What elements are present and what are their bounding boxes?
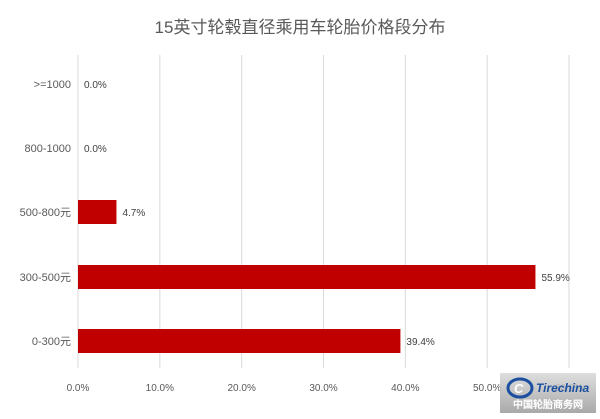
- chart-title: 15英寸轮毂直径乘用车轮胎价格段分布: [155, 18, 446, 37]
- x-tick-label: 40.0%: [391, 383, 419, 394]
- x-tick-label: 10.0%: [146, 383, 174, 394]
- bar: [78, 265, 536, 289]
- data-label: 0.0%: [84, 144, 107, 155]
- data-labels: 0.0% 0.0% 4.7% 55.9% 39.4%: [84, 80, 570, 348]
- y-category-label: 300-500元: [20, 272, 71, 284]
- watermark-logo: C Tirechina 中国轮胎商务网: [500, 373, 596, 413]
- x-tick-label: 20.0%: [227, 383, 255, 394]
- data-label: 39.4%: [406, 337, 434, 348]
- y-category-label: 500-800元: [20, 207, 71, 219]
- x-tick-label: 50.0%: [473, 383, 501, 394]
- x-tick-label: 30.0%: [309, 383, 337, 394]
- y-category-label: >=1000: [34, 79, 71, 91]
- y-category-label: 0-300元: [32, 336, 71, 348]
- data-label: 55.9%: [541, 273, 569, 284]
- watermark-logo-text: Tirechina: [536, 381, 589, 395]
- x-tick-label: 0.0%: [67, 383, 90, 394]
- data-label: 4.7%: [122, 208, 145, 219]
- bar: [78, 200, 117, 224]
- y-category-label: 800-1000: [25, 143, 72, 155]
- gridlines: [77, 55, 570, 368]
- bars: [78, 200, 536, 353]
- data-label: 0.0%: [84, 80, 107, 91]
- watermark-caption: 中国轮胎商务网: [513, 398, 583, 411]
- svg-text:C: C: [514, 381, 524, 396]
- y-axis-labels: >=1000 800-1000 500-800元 300-500元 0-300元: [20, 79, 71, 348]
- bar: [78, 329, 401, 353]
